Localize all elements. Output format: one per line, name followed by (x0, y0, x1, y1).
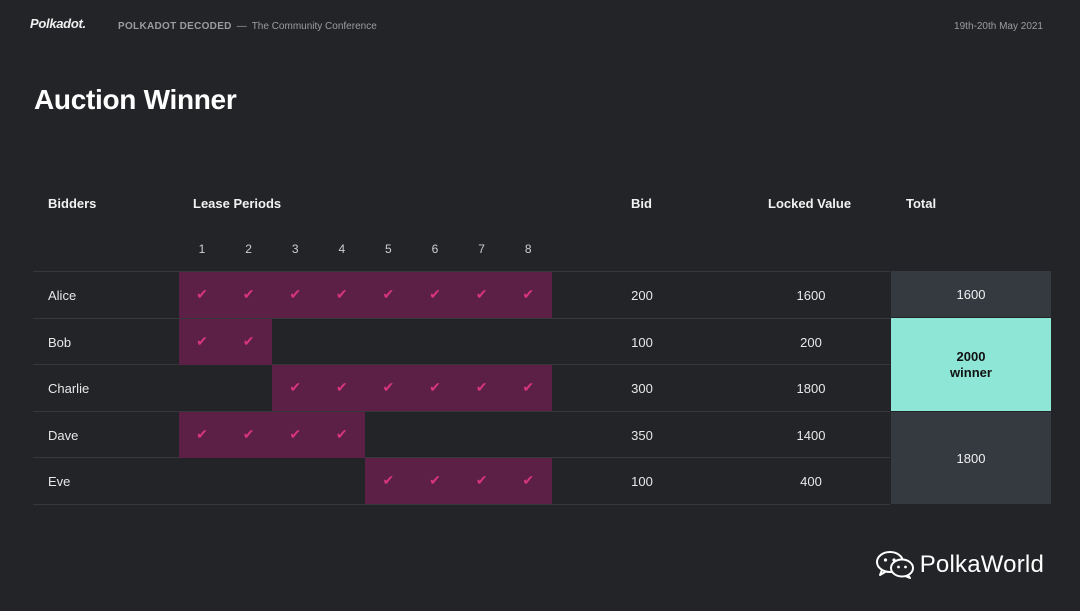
watermark-text: PolkaWorld (919, 551, 1044, 578)
check-icon: ✔ (196, 332, 208, 349)
check-icon: ✔ (475, 286, 488, 302)
period-number: 7 (478, 242, 485, 256)
event-date: 19th-20th May 2021 (954, 21, 1043, 32)
lease-period-bar (179, 411, 366, 458)
bid-value: 100 (631, 474, 653, 489)
lease-period-bar (179, 318, 273, 365)
check-icon: ✔ (522, 379, 535, 395)
total-cell-alice: 1600 (891, 271, 1051, 317)
bidder-name: Bob (48, 334, 72, 350)
table-row: ✔ ✔ ✔ ✔ ✔ ✔ Charlie 300 1800 (0, 365, 890, 411)
locked-value: 1400 (796, 427, 826, 443)
period-number: 6 (431, 242, 439, 256)
period-number: 3 (291, 242, 299, 256)
watermark: PolkaWorld (875, 551, 1044, 579)
table-row: ✔ ✔ ✔ ✔ Eve 100 400 (0, 458, 890, 504)
check-icon: ✔ (522, 286, 535, 302)
check-icon: ✔ (242, 425, 255, 442)
period-number: 2 (245, 242, 252, 256)
check-icon: ✔ (242, 286, 255, 302)
column-header-locked-value: Locked Value (768, 196, 852, 211)
row-divider (33, 457, 890, 458)
period-number: 1 (198, 242, 206, 256)
event-tagline: The Community Conference (251, 21, 377, 32)
total-cell-dave-eve: 1800 (891, 412, 1051, 504)
bidder-name: Eve (48, 474, 71, 489)
bidder-name: Charlie (48, 381, 90, 396)
locked-value: 200 (800, 334, 822, 350)
row-divider (33, 364, 890, 365)
lease-period-bar (179, 272, 552, 318)
bid-value: 300 (631, 381, 653, 396)
check-icon: ✔ (382, 379, 395, 395)
check-icon: ✔ (289, 379, 302, 395)
event-separator: — (236, 21, 247, 32)
period-number: 4 (338, 242, 346, 256)
check-icon: ✔ (429, 286, 441, 302)
check-icon: ✔ (289, 286, 302, 302)
check-icon: ✔ (335, 379, 348, 395)
row-divider (33, 317, 890, 319)
check-icon: ✔ (242, 332, 255, 349)
wechat-icon (875, 551, 914, 579)
bid-value: 200 (631, 288, 653, 303)
bidder-name: Alice (48, 288, 77, 303)
check-icon: ✔ (289, 425, 302, 442)
period-number: 8 (524, 242, 532, 256)
check-icon: ✔ (382, 472, 395, 488)
column-header-total: Total (906, 196, 937, 211)
column-header-bid: Bid (631, 196, 652, 211)
page-title: Auction Winner (34, 84, 237, 115)
table-row: ✔ ✔ ✔ ✔ ✔ ✔ ✔ ✔ Alice 200 1600 (0, 272, 890, 318)
lease-period-bar (272, 365, 552, 411)
logo: Polkadot. (30, 16, 86, 31)
total-cell-winner: 2000 winner (891, 318, 1051, 411)
table-row: ✔ ✔ Bob 100 200 (0, 318, 890, 365)
event-banner: POLKADOT DECODED — The Community Conferenc… (118, 21, 377, 32)
check-icon: ✔ (335, 425, 348, 442)
column-header-bidders: Bidders (48, 196, 97, 211)
locked-value: 400 (800, 474, 822, 489)
bidder-name: Dave (48, 427, 79, 443)
check-icon: ✔ (382, 286, 395, 302)
row-divider (33, 503, 890, 505)
locked-value: 1600 (796, 288, 826, 303)
winner-label: winner (950, 364, 992, 380)
check-icon: ✔ (335, 286, 348, 302)
check-icon: ✔ (475, 472, 488, 488)
check-icon: ✔ (196, 425, 208, 442)
total-value: 1600 (956, 286, 986, 302)
total-value: 1800 (956, 450, 986, 466)
lease-period-bar (365, 458, 552, 504)
event-name: POLKADOT DECODED (118, 21, 232, 32)
check-icon: ✔ (429, 379, 441, 395)
row-divider (33, 410, 890, 412)
period-number: 5 (385, 242, 392, 256)
check-icon: ✔ (475, 379, 488, 395)
bid-value: 100 (631, 334, 653, 350)
check-icon: ✔ (522, 472, 535, 488)
bid-value: 350 (631, 427, 653, 443)
row-divider (33, 271, 890, 272)
check-icon: ✔ (196, 286, 208, 302)
check-icon: ✔ (429, 472, 441, 488)
column-header-lease-periods: Lease Periods (193, 196, 282, 211)
total-value: 2000 (956, 348, 986, 364)
table-row: ✔ ✔ ✔ ✔ Dave 350 1400 (0, 411, 890, 458)
locked-value: 1800 (796, 381, 826, 396)
